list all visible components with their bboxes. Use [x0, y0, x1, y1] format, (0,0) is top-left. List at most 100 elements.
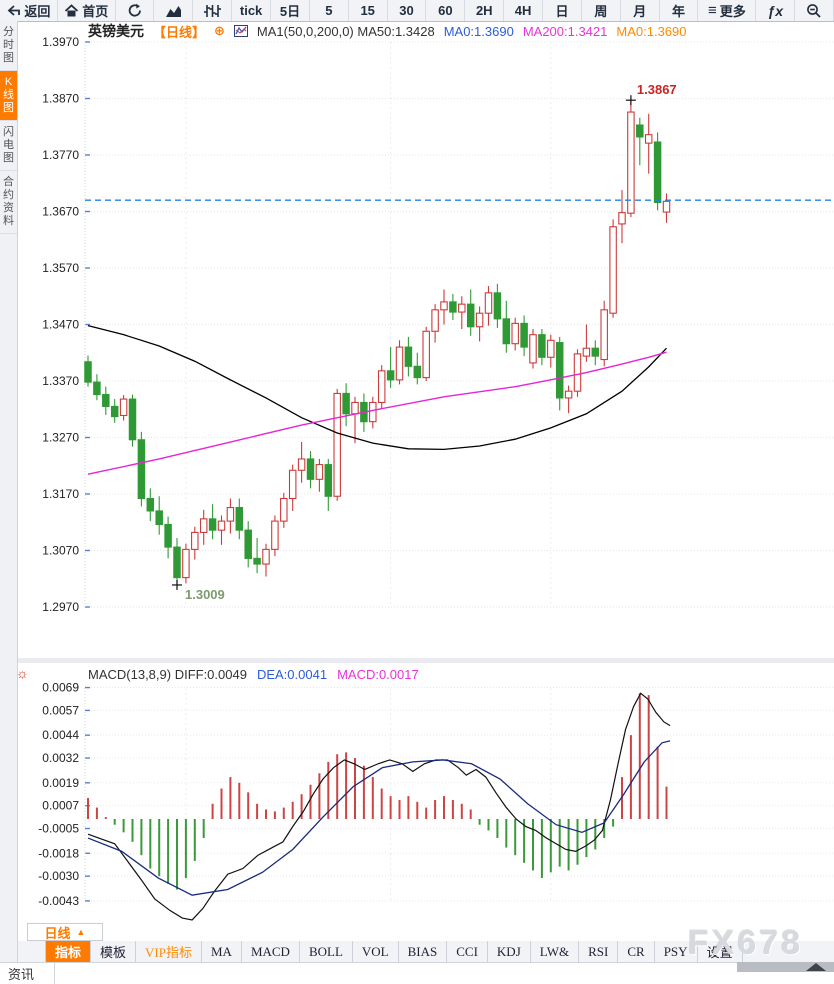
toolbar-item-label: 4H: [514, 3, 532, 18]
toolbar-item-label: 首页: [82, 4, 109, 19]
period-dropdown-label: 日线: [44, 925, 71, 941]
axis-label: 1.3670: [42, 205, 79, 219]
sidebar-item-time-chart[interactable]: 分时图: [0, 21, 17, 71]
home-button[interactable]: 首页: [58, 0, 116, 21]
tab-cci[interactable]: CCI: [447, 941, 488, 962]
axis-label: 1.3970: [42, 35, 79, 49]
zoom-out-icon: [806, 3, 822, 18]
period-tick-button[interactable]: tick: [232, 0, 272, 21]
news-tab[interactable]: 资讯: [0, 963, 55, 984]
tab-bar-spacer: [17, 941, 46, 962]
price-chart-legend: 英镑美元 【日线】 ⊕ MA1(50,0,200,0) MA50:1.3428 MA0:…: [88, 23, 687, 40]
axis-label: -0.0018: [38, 846, 79, 860]
period-week-button[interactable]: 周: [582, 0, 621, 21]
period-5d-button[interactable]: 5日: [271, 0, 310, 21]
scroll-up-arrow-icon: [806, 963, 826, 971]
chart-plot-area[interactable]: [85, 42, 834, 902]
top-toolbar: 返回 首页 tick 5日 5 15 30 60 2H 4H 日 周 月 年 ≡ 更多 ƒx: [0, 0, 834, 22]
axis-label: 0.0019: [42, 776, 79, 790]
tab-vip-indicators[interactable]: VIP指标: [136, 941, 202, 962]
legend-text: DEA:0.0041: [256, 666, 328, 682]
toolbar-item-label: 60: [438, 3, 453, 18]
tab-lw[interactable]: LW&: [531, 941, 580, 962]
period-month-button[interactable]: 月: [621, 0, 660, 21]
tab-vol[interactable]: VOL: [353, 941, 399, 962]
macd-legend: MACD(13,8,9) DIFF:0.0049 DEA:0.0041 MACD:0…: [88, 666, 419, 682]
panel-divider: [17, 658, 834, 663]
candle-chart-button[interactable]: [193, 0, 233, 21]
horizontal-scrollbar[interactable]: [737, 962, 834, 972]
period-4h-button[interactable]: 4H: [504, 0, 544, 21]
legend-text: MA200:1.3421: [522, 23, 608, 39]
chevron-up-icon: ▲: [76, 927, 86, 937]
toolbar-item-label: 月: [633, 4, 647, 19]
sidebar-item-lightning-chart[interactable]: 闪电图: [0, 121, 17, 171]
back-button[interactable]: 返回: [0, 0, 58, 21]
indicator-fx-button[interactable]: ƒx: [756, 0, 796, 21]
axis-label: 0.0007: [42, 799, 79, 813]
axis-label: 1.3870: [42, 92, 79, 106]
toolbar-item-label: 2H: [475, 3, 493, 18]
tab-boll[interactable]: BOLL: [300, 941, 353, 962]
tab-macd[interactable]: MACD: [242, 941, 300, 962]
period-2h-button[interactable]: 2H: [465, 0, 505, 21]
ma-chart-icon: [233, 25, 248, 37]
home-icon: [64, 3, 79, 18]
toolbar-item-label: 15: [360, 3, 375, 18]
candles-icon: [203, 4, 221, 18]
tab-rsi[interactable]: RSI: [579, 941, 619, 962]
tab-ma[interactable]: MA: [202, 941, 242, 962]
bottom-strip: 资讯: [0, 962, 834, 984]
axis-label: 1.3170: [42, 487, 79, 501]
refresh-button[interactable]: [116, 0, 155, 21]
tab-indicators[interactable]: 指标: [46, 941, 92, 962]
tab-templates[interactable]: 模板: [91, 941, 137, 962]
zoom-out-button[interactable]: [795, 0, 834, 21]
tab-settings[interactable]: 设置: [698, 941, 743, 962]
axis-label: 1.3470: [42, 318, 79, 332]
tab-kdj[interactable]: KDJ: [488, 941, 531, 962]
more-button[interactable]: ≡ 更多: [698, 0, 757, 21]
axis-label: 0.0069: [42, 681, 79, 695]
tab-bias[interactable]: BIAS: [399, 941, 448, 962]
period-30-button[interactable]: 30: [388, 0, 427, 21]
fx-icon: ƒx: [767, 2, 783, 19]
toolbar-item-label: 更多: [719, 4, 746, 19]
axis-label: -0.0030: [38, 869, 79, 883]
legend-text: MA0:1.3690: [443, 23, 514, 39]
toolbar-item-label: 日: [555, 4, 569, 19]
indicator-settings-sun-icon[interactable]: ☼: [16, 665, 29, 681]
axis-label: 0.0032: [42, 751, 79, 765]
axis-label: 1.3070: [42, 544, 79, 558]
axis-label: -0.0043: [38, 894, 79, 908]
toolbar-item-label: 5: [325, 3, 333, 18]
menu-icon: ≡: [707, 2, 717, 19]
legend-text: MA1(50,0,200,0) MA50:1.3428: [256, 23, 435, 39]
period-5-button[interactable]: 5: [310, 0, 349, 21]
period-60-button[interactable]: 60: [426, 0, 466, 21]
toolbar-item-label: 周: [594, 4, 608, 19]
axis-label: 1.3570: [42, 261, 79, 275]
axis-label: -0.0005: [38, 822, 79, 836]
legend-text: MACD(13,8,9) DIFF:0.0049: [88, 666, 247, 682]
period-day-button[interactable]: 日: [543, 0, 582, 21]
toolbar-item-label: 30: [399, 3, 414, 18]
period-dropdown[interactable]: 日线 ▲: [27, 923, 103, 941]
toolbar-item-label: 返回: [24, 4, 51, 19]
refresh-icon: [127, 3, 143, 18]
back-icon: [6, 4, 21, 18]
area-chart-button[interactable]: [154, 0, 194, 21]
legend-text: MA0:1.3690: [616, 23, 687, 39]
toolbar-item-label: tick: [239, 3, 263, 18]
legend-text: 【日线】: [153, 24, 206, 40]
tab-psy[interactable]: PSY: [655, 941, 698, 962]
indicator-tab-bar: 指标 模板 VIP指标 MA MACD BOLL VOL BIAS CCI KDJ LW& RSI CR…: [17, 941, 834, 963]
axis-label: 1.3270: [42, 431, 79, 445]
period-15-button[interactable]: 15: [349, 0, 388, 21]
plus-circle-icon[interactable]: ⊕: [214, 23, 225, 38]
sidebar-item-contract-info[interactable]: 合约资料: [0, 171, 17, 234]
tab-cr[interactable]: CR: [618, 941, 655, 962]
period-year-button[interactable]: 年: [660, 0, 699, 21]
